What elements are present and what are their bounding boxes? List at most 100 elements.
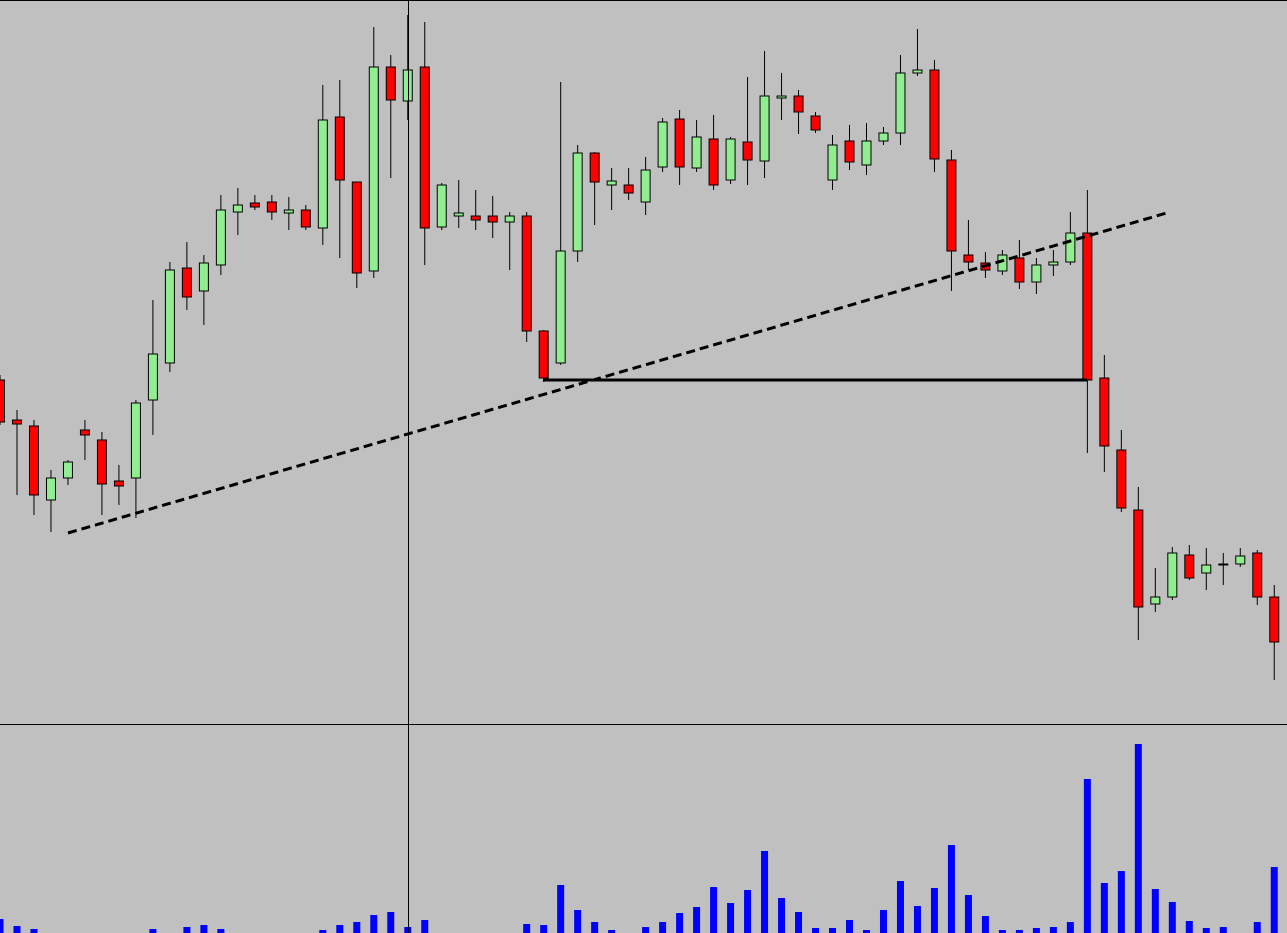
volume-bar [540, 925, 548, 933]
candle-body [521, 215, 532, 332]
candle-body [623, 184, 634, 194]
candle-body [1201, 564, 1212, 574]
candle-body [878, 132, 889, 142]
candle-body [368, 66, 379, 272]
volume-bar [1049, 927, 1057, 933]
volume-bar [1117, 871, 1125, 933]
volume-bar [200, 925, 208, 933]
volume-bar [0, 919, 4, 933]
candle-body [538, 330, 549, 379]
volume-bar [1066, 922, 1074, 933]
candle-body [1150, 596, 1161, 605]
candle-body [504, 215, 515, 223]
candle-body [793, 95, 804, 113]
candle-body [45, 477, 56, 501]
candle-body [895, 72, 906, 134]
candle-body [317, 119, 328, 229]
volume-bar [608, 930, 616, 933]
candle-body [198, 262, 209, 292]
volume-bar [879, 910, 887, 933]
candle-body [555, 250, 566, 364]
volume-bar [829, 928, 837, 933]
candle-body [487, 215, 498, 223]
candle-body [453, 212, 464, 217]
candle-body [844, 140, 855, 163]
candle-body [351, 181, 362, 274]
volume-bar [795, 912, 803, 933]
candle-body [385, 66, 396, 101]
candle-body [1082, 232, 1093, 381]
candle-body [79, 429, 90, 436]
volume-bar [217, 929, 225, 933]
candle-body [861, 140, 872, 166]
candle-body [1099, 377, 1110, 447]
candle-body [912, 69, 923, 74]
candle-body [776, 95, 787, 99]
candle-body [691, 136, 702, 169]
volume-bar [387, 912, 395, 933]
candle-body [419, 66, 430, 229]
volume-bar [183, 927, 191, 933]
candle-body [1116, 449, 1127, 509]
volume-bar [30, 929, 38, 933]
volume-bar [13, 926, 21, 933]
volume-bar [896, 881, 904, 933]
candle-body [1252, 552, 1263, 598]
volume-bar [591, 922, 599, 933]
volume-bar [862, 930, 870, 933]
volume-bar [727, 903, 735, 933]
candle-body [0, 379, 5, 423]
volume-bar [1151, 889, 1159, 933]
candle-body [1269, 596, 1280, 643]
candle-body [1065, 232, 1076, 263]
volume-bar [1185, 921, 1193, 933]
volume-bar [659, 922, 667, 933]
volume-bar [947, 845, 955, 933]
volume-bar [370, 915, 378, 933]
candle-body [334, 116, 345, 181]
volume-bar [761, 851, 769, 933]
candle-body [11, 419, 22, 425]
volume-bar [1100, 883, 1108, 933]
volume-bar [149, 929, 157, 933]
volume-bar [1202, 928, 1210, 933]
candle-body [470, 215, 481, 221]
candle-body [1167, 552, 1178, 598]
candle-body [606, 180, 617, 186]
volume-bar [319, 930, 327, 933]
volume-bar [812, 928, 820, 933]
volume-panel [0, 744, 1278, 933]
candle-body [436, 184, 447, 228]
candle-body [1184, 554, 1195, 579]
candle-body [708, 138, 719, 186]
volume-bar [998, 930, 1006, 933]
candle-body [827, 144, 838, 181]
candle-body [674, 118, 685, 168]
candle-body [1031, 264, 1042, 283]
candle-body [640, 169, 651, 203]
volume-bar [1083, 779, 1091, 933]
volume-bar [778, 898, 786, 933]
volume-bar [964, 895, 972, 933]
candle-body [402, 69, 413, 102]
volume-bar [336, 925, 344, 933]
candle-body [113, 480, 124, 487]
candle-body [1235, 555, 1246, 565]
volume-bar [1032, 928, 1040, 933]
candle-body [164, 269, 175, 364]
volume-bar [710, 887, 718, 933]
candle-body [232, 204, 243, 213]
candle-body [725, 138, 736, 181]
candle-body [28, 425, 39, 496]
volume-bar [744, 890, 752, 933]
candle-body [810, 115, 821, 131]
volume-bar [404, 927, 412, 933]
candle-body [1048, 261, 1059, 266]
candle-body [572, 152, 583, 252]
volume-bar [981, 916, 989, 933]
volume-bar [523, 924, 531, 933]
volume-bar [930, 888, 938, 933]
